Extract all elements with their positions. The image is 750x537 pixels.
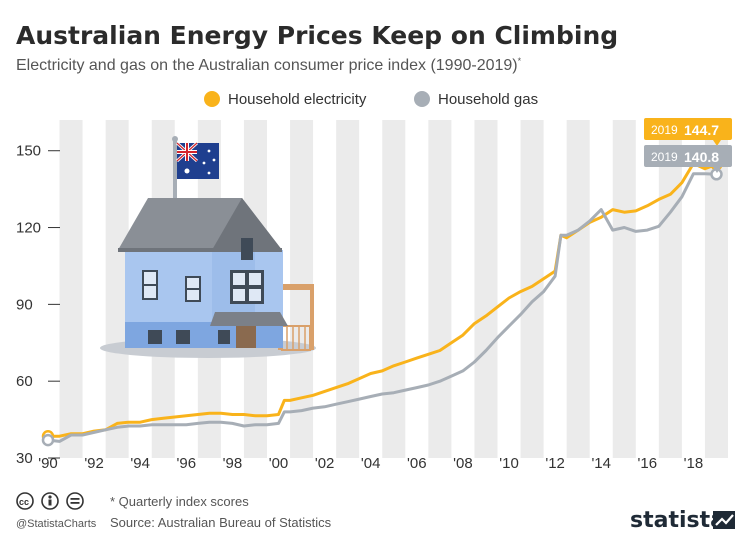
social-handle: @StatistaCharts bbox=[16, 518, 97, 530]
chart-subtitle: Electricity and gas on the Australian co… bbox=[16, 56, 522, 74]
grid-band bbox=[566, 120, 590, 458]
y-axis: 30 60 90 120 150 bbox=[16, 143, 60, 467]
callout-gas: 2019 140.8 bbox=[644, 145, 732, 173]
x-tick-label: '08 bbox=[453, 455, 473, 472]
house-icon bbox=[100, 136, 316, 358]
y-tick-label: 30 bbox=[16, 450, 33, 467]
license-icons: cc bbox=[16, 492, 84, 510]
x-tick-label: '16 bbox=[638, 455, 658, 472]
brand-wordmark: statista bbox=[630, 508, 725, 533]
x-tick-label: '12 bbox=[545, 455, 565, 472]
grid-band bbox=[658, 120, 682, 458]
series-line-gas bbox=[47, 172, 717, 443]
y-tick-label: 90 bbox=[16, 296, 33, 313]
source-note: Source: Australian Bureau of Statistics bbox=[110, 515, 332, 530]
grid-band bbox=[59, 120, 83, 458]
grid-band bbox=[612, 120, 636, 458]
x-tick-label: '18 bbox=[684, 455, 704, 472]
no-derivatives-icon bbox=[66, 492, 84, 510]
x-tick-label: '06 bbox=[407, 455, 427, 472]
chart-title: Australian Energy Prices Keep on Climbin… bbox=[16, 21, 618, 50]
callout-electricity-value: 144.7 bbox=[684, 122, 719, 138]
svg-text:cc: cc bbox=[19, 497, 29, 507]
footnote: * Quarterly index scores bbox=[110, 494, 249, 509]
callout-gas-value: 140.8 bbox=[684, 149, 719, 165]
x-tick-label: '98 bbox=[223, 455, 243, 472]
x-tick-label: '96 bbox=[177, 455, 197, 472]
grid-band bbox=[474, 120, 498, 458]
callout-electricity: 2019 144.7 bbox=[644, 118, 732, 146]
x-tick-label: '00 bbox=[269, 455, 289, 472]
grid-band bbox=[105, 120, 129, 458]
callout-electricity-year: 2019 bbox=[651, 123, 678, 137]
grid-band bbox=[520, 120, 544, 458]
y-tick-label: 120 bbox=[16, 220, 41, 237]
series-start-point bbox=[41, 433, 55, 447]
series-line-electricity bbox=[48, 162, 718, 438]
x-tick-label: '94 bbox=[130, 455, 150, 472]
y-tick-label: 60 bbox=[16, 373, 33, 390]
x-tick-label: '14 bbox=[591, 455, 611, 472]
grid-band bbox=[382, 120, 406, 458]
legend-swatch-electricity bbox=[204, 91, 220, 107]
grid-band bbox=[704, 120, 728, 458]
x-tick-label: '92 bbox=[84, 455, 104, 472]
callout-gas-year: 2019 bbox=[651, 150, 678, 164]
x-axis: '90 '92 '94 '96 '98 '00 '02 '04 '06 '08 '10 '12 '14 '… bbox=[38, 455, 703, 472]
x-tick-label: '10 bbox=[499, 455, 519, 472]
y-tick-label: 150 bbox=[16, 143, 41, 160]
legend-swatch-gas bbox=[414, 91, 430, 107]
legend: Household electricity Household gas bbox=[204, 91, 538, 108]
attribution-icon bbox=[41, 492, 59, 510]
statista-logo: statista bbox=[630, 508, 735, 533]
x-tick-label: '04 bbox=[361, 455, 381, 472]
cc-icon bbox=[16, 492, 34, 510]
legend-label-gas: Household gas bbox=[438, 91, 538, 108]
grid-band bbox=[336, 120, 360, 458]
grid-band bbox=[428, 120, 452, 458]
x-tick-label: '90 bbox=[38, 455, 58, 472]
x-tick-label: '02 bbox=[315, 455, 335, 472]
legend-label-electricity: Household electricity bbox=[228, 91, 367, 108]
